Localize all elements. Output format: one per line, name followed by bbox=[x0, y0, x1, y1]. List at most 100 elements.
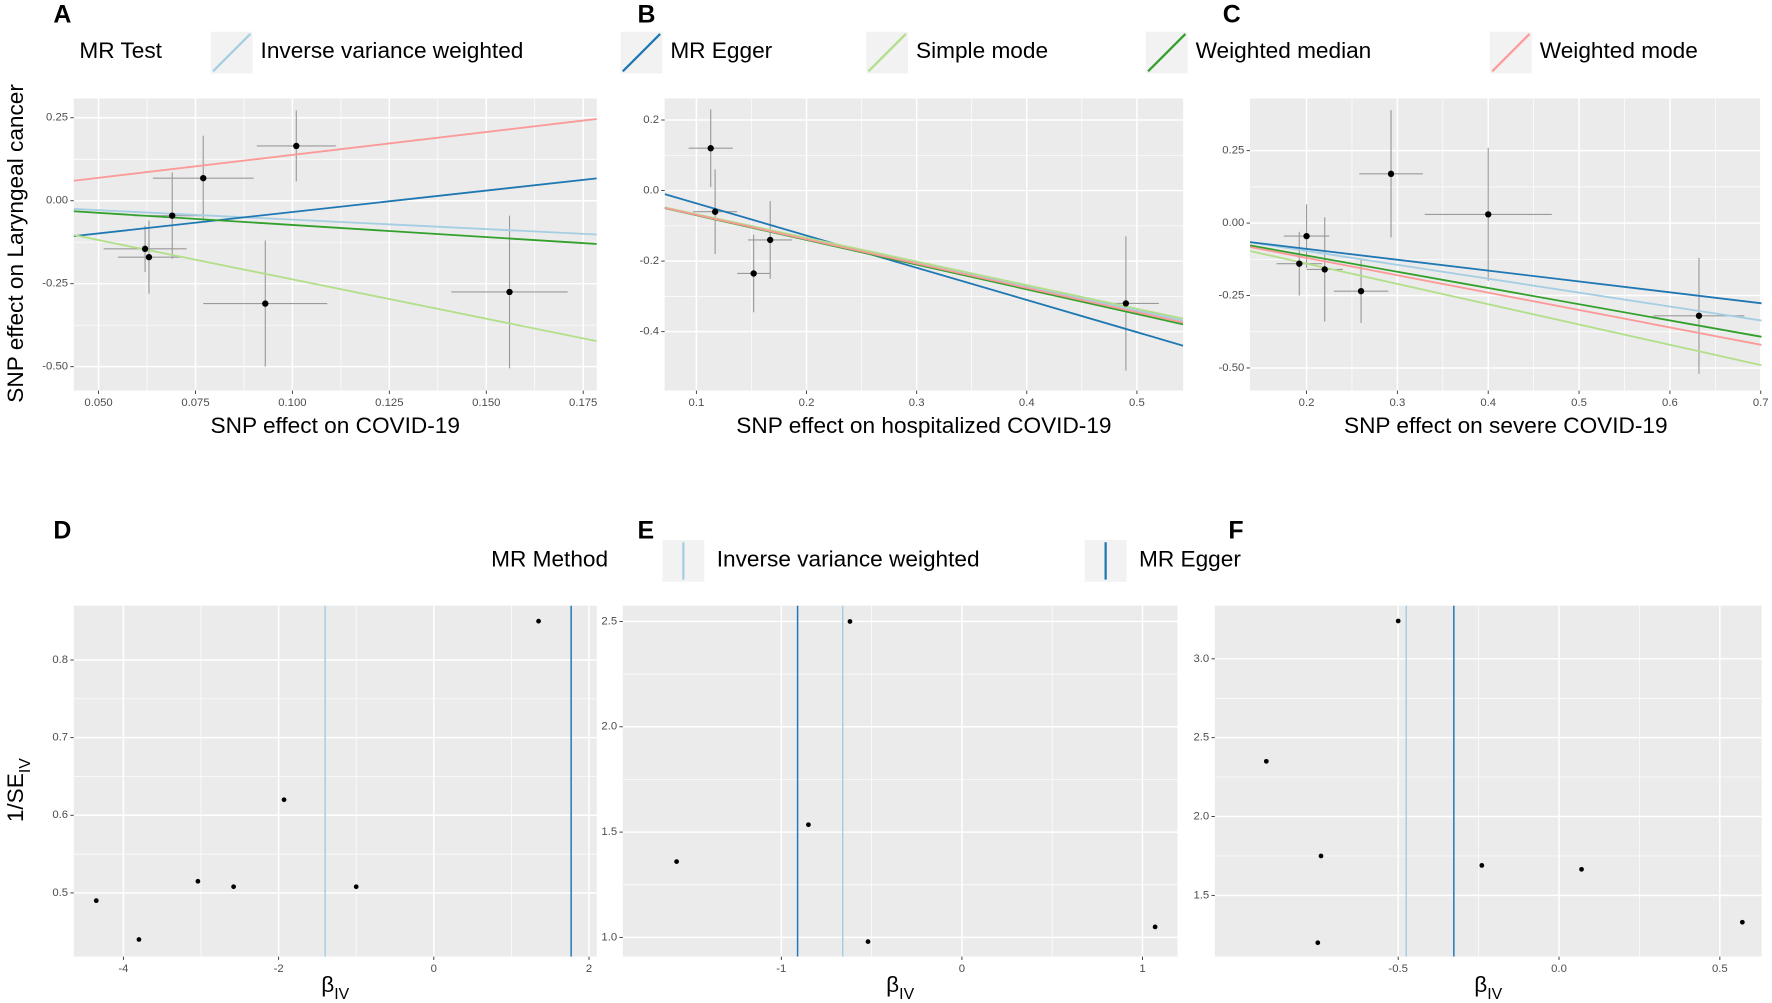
point bbox=[1321, 266, 1328, 273]
x-axis-title: βIV bbox=[1474, 972, 1502, 1003]
x-tick-label: 0.150 bbox=[472, 397, 500, 409]
x-axis-title: βIV bbox=[886, 972, 914, 1003]
point bbox=[1318, 853, 1324, 859]
plot-layer bbox=[73, 110, 597, 369]
y-tick-label: 2.0 bbox=[601, 721, 617, 733]
regression-line bbox=[73, 118, 597, 182]
point bbox=[1387, 170, 1395, 177]
point bbox=[1263, 758, 1269, 764]
legend-title: MR Method bbox=[491, 546, 608, 571]
point bbox=[707, 145, 714, 152]
point bbox=[195, 878, 201, 884]
point bbox=[136, 937, 142, 942]
y-axis-title: 1/SEIV bbox=[3, 758, 34, 822]
regression-line bbox=[1249, 250, 1762, 367]
legend-key-line bbox=[867, 33, 907, 73]
plot-layer bbox=[674, 605, 1158, 957]
y-tick-label: 2.5 bbox=[1193, 732, 1209, 744]
y-tick-label: -0.4 bbox=[640, 326, 660, 338]
panel-label: B bbox=[638, 0, 656, 28]
legend-label: Weighted median bbox=[1196, 38, 1372, 63]
point bbox=[506, 288, 513, 296]
x-tick-label: 0.5 bbox=[1712, 963, 1728, 975]
x-tick-label: 0.4 bbox=[1019, 397, 1035, 409]
y-tick-label: 0.5 bbox=[52, 887, 68, 899]
point bbox=[806, 822, 811, 828]
y-tick-label: 0.7 bbox=[52, 732, 68, 744]
point bbox=[750, 270, 757, 277]
x-tick-label: 0 bbox=[959, 963, 965, 975]
plot-background bbox=[1249, 98, 1762, 391]
y-tick-label: 0.0 bbox=[643, 185, 659, 197]
x-axis-title-main: β bbox=[886, 972, 899, 997]
x-tick-label: 0.6 bbox=[1662, 397, 1678, 409]
y-tick-label: 1.0 bbox=[601, 931, 617, 943]
x-axis-title: βIV bbox=[321, 972, 349, 1003]
point bbox=[169, 212, 176, 219]
plot-layer bbox=[93, 605, 572, 957]
y-tick-label: 1.5 bbox=[601, 826, 617, 838]
point bbox=[536, 618, 541, 624]
regression-line bbox=[664, 206, 1184, 324]
x-axis-title-sub: IV bbox=[334, 986, 349, 1003]
point bbox=[1485, 211, 1492, 218]
y-tick-label: 0.00 bbox=[46, 195, 68, 207]
point bbox=[1579, 866, 1584, 872]
y-tick-label: -0.25 bbox=[42, 278, 68, 290]
point bbox=[293, 142, 300, 150]
legend-key-line bbox=[1147, 33, 1187, 73]
x-tick-label: 0.7 bbox=[1753, 397, 1769, 409]
regression-line bbox=[73, 208, 597, 236]
x-tick-label: 0.075 bbox=[181, 397, 209, 409]
x-tick-label: 0.0 bbox=[1551, 963, 1567, 975]
y-tick-label: 0.2 bbox=[643, 114, 659, 126]
x-tick-label: 1 bbox=[1139, 963, 1145, 975]
point bbox=[231, 884, 236, 890]
point bbox=[93, 898, 99, 904]
x-axis-title-main: β bbox=[321, 972, 334, 997]
point bbox=[1479, 863, 1485, 868]
point bbox=[200, 174, 207, 182]
regression-line bbox=[1249, 241, 1762, 322]
plot-background bbox=[73, 605, 597, 957]
point bbox=[847, 619, 853, 624]
x-tick-label: -0.5 bbox=[1388, 963, 1408, 975]
y-axis-title-main: 1/SE bbox=[3, 773, 28, 822]
y-tick-label: 0.25 bbox=[1222, 145, 1244, 157]
y-tick-label: -0.50 bbox=[1218, 362, 1244, 374]
legend-label: Inverse variance weighted bbox=[261, 38, 524, 63]
y-tick-label: 3.0 bbox=[1193, 653, 1209, 665]
y-tick-label: -0.50 bbox=[42, 361, 68, 373]
point bbox=[1152, 924, 1158, 930]
legend-label: MR Egger bbox=[1139, 546, 1241, 571]
x-tick-label: -4 bbox=[118, 963, 128, 975]
point bbox=[1296, 260, 1303, 267]
x-tick-label: 0.050 bbox=[84, 397, 112, 409]
point bbox=[262, 300, 269, 307]
y-axis-title: SNP effect on Laryngeal cancer bbox=[3, 84, 28, 403]
point bbox=[711, 208, 719, 215]
x-axis-title: SNP effect on hospitalized COVID-19 bbox=[736, 413, 1111, 438]
x-axis-title-sub: IV bbox=[899, 986, 914, 1003]
x-axis-title-sub: IV bbox=[1487, 986, 1502, 1003]
point bbox=[281, 797, 287, 803]
point bbox=[1395, 618, 1401, 624]
point bbox=[767, 236, 774, 244]
y-tick-label: 0.00 bbox=[1222, 217, 1244, 229]
y-tick-label: 0.8 bbox=[52, 654, 68, 666]
point bbox=[353, 884, 359, 890]
x-tick-label: 0.125 bbox=[375, 397, 403, 409]
y-tick-label: 2.5 bbox=[601, 615, 617, 627]
legend-key-line bbox=[212, 33, 252, 73]
legend-key-line bbox=[1491, 33, 1531, 73]
legend-title: MR Test bbox=[79, 38, 162, 63]
x-tick-label: 0.100 bbox=[278, 397, 306, 409]
plot-background bbox=[1214, 605, 1762, 957]
x-tick-label: 0.1 bbox=[689, 397, 705, 409]
x-axis-title: SNP effect on severe COVID-19 bbox=[1344, 413, 1668, 438]
point bbox=[1122, 300, 1130, 307]
panel-label: A bbox=[53, 0, 71, 28]
regression-line bbox=[73, 177, 597, 238]
